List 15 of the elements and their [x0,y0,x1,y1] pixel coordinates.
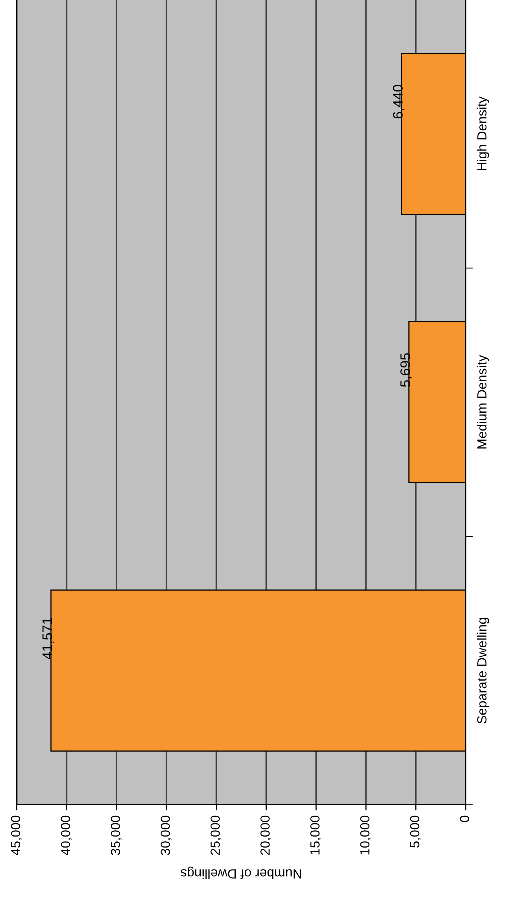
x-tick-label: 15,000 [310,816,322,855]
x-tick-label: 30,000 [160,816,172,856]
x-tick-label: 0 [460,816,470,822]
y-tick-label: High Density [477,96,490,170]
x-tick-label: 5,000 [410,816,422,848]
x-tick-label: 10,000 [360,816,372,855]
data-label: 6,440 [393,85,405,119]
x-tick-label: 45,000 [11,816,22,856]
x-tick-label: 20,000 [260,816,272,856]
x-tick-label: 25,000 [210,816,222,856]
x-tick-label: 35,000 [110,816,122,856]
x-tick-label: 40,000 [61,816,72,856]
y-tick-label: Medium Density [477,355,490,449]
x-axis-title: Number of Dwellings [181,866,302,880]
y-tick-label: Separate Dwelling [477,618,490,724]
